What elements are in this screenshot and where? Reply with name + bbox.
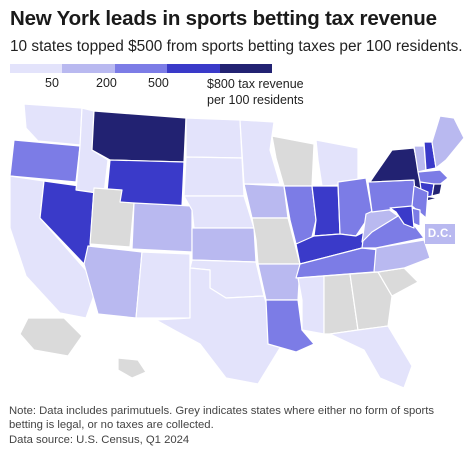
- state-mn: [239, 119, 281, 185]
- legend-swatch-4: [167, 64, 220, 73]
- state-ma: [417, 169, 449, 187]
- state-me: [431, 115, 465, 169]
- legend-label-800-line1: $800 tax revenue: [207, 77, 304, 91]
- state-nd: [185, 117, 243, 159]
- legend-label-50: 50: [45, 76, 59, 90]
- page-title: New York leads in sports betting tax rev…: [10, 7, 437, 30]
- state-md: [389, 205, 415, 229]
- state-ar: [257, 263, 301, 301]
- legend-swatch-3: [114, 64, 168, 73]
- state-hi: [117, 357, 147, 379]
- state-nc: [373, 239, 431, 273]
- state-wa: [23, 103, 83, 146]
- state-ms: [297, 275, 325, 335]
- legend-label-500: 500: [148, 76, 169, 90]
- state-tx: [155, 267, 281, 385]
- state-ks: [191, 227, 257, 263]
- state-or: [9, 139, 81, 183]
- state-az: [83, 245, 143, 319]
- legend-color-scale: [10, 64, 273, 73]
- legend-swatch-5: [219, 64, 273, 73]
- state-in: [311, 185, 341, 237]
- state-nm: [135, 251, 191, 319]
- legend-label-200: 200: [96, 76, 117, 90]
- legend-label-800-line2: per 100 residents: [207, 93, 304, 107]
- state-ia: [243, 183, 289, 219]
- state-mi: [315, 139, 359, 187]
- state-la: [265, 299, 315, 353]
- legend-swatch-2: [62, 64, 115, 73]
- state-ri: [431, 183, 443, 197]
- dc-label-box: D.C.: [425, 224, 455, 244]
- state-ne: [183, 195, 255, 229]
- data-source: Data source: U.S. Census, Q1 2024: [9, 434, 190, 446]
- states-group: [9, 103, 465, 389]
- legend-label-800: $800 tax revenue per 100 residents: [207, 76, 304, 108]
- footnote: Note: Data includes parimutuels. Grey in…: [9, 405, 435, 431]
- page-subtitle: 10 states topped $500 from sports bettin…: [10, 38, 463, 55]
- state-fl: [329, 325, 413, 389]
- state-mt: [91, 110, 187, 163]
- legend-swatch-1: [10, 64, 63, 73]
- state-ak: [19, 317, 83, 357]
- state-nj: [411, 185, 429, 219]
- state-sd: [183, 156, 245, 197]
- state-ga: [349, 271, 393, 331]
- state-co: [131, 202, 193, 253]
